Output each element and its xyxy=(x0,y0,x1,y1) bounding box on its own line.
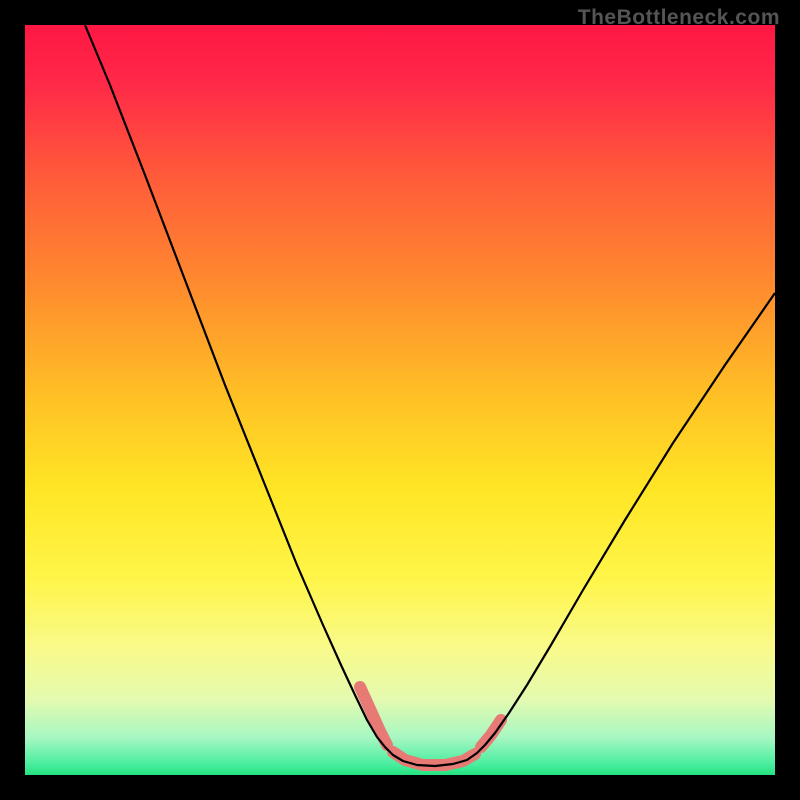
curve-layer xyxy=(25,25,775,775)
plot-area xyxy=(25,25,775,775)
fit-marks-group xyxy=(360,687,501,765)
fit-mark-segment xyxy=(393,752,475,765)
bottleneck-curve xyxy=(85,25,775,766)
watermark-text: TheBottleneck.com xyxy=(578,6,780,30)
fit-mark-segment xyxy=(481,720,501,747)
